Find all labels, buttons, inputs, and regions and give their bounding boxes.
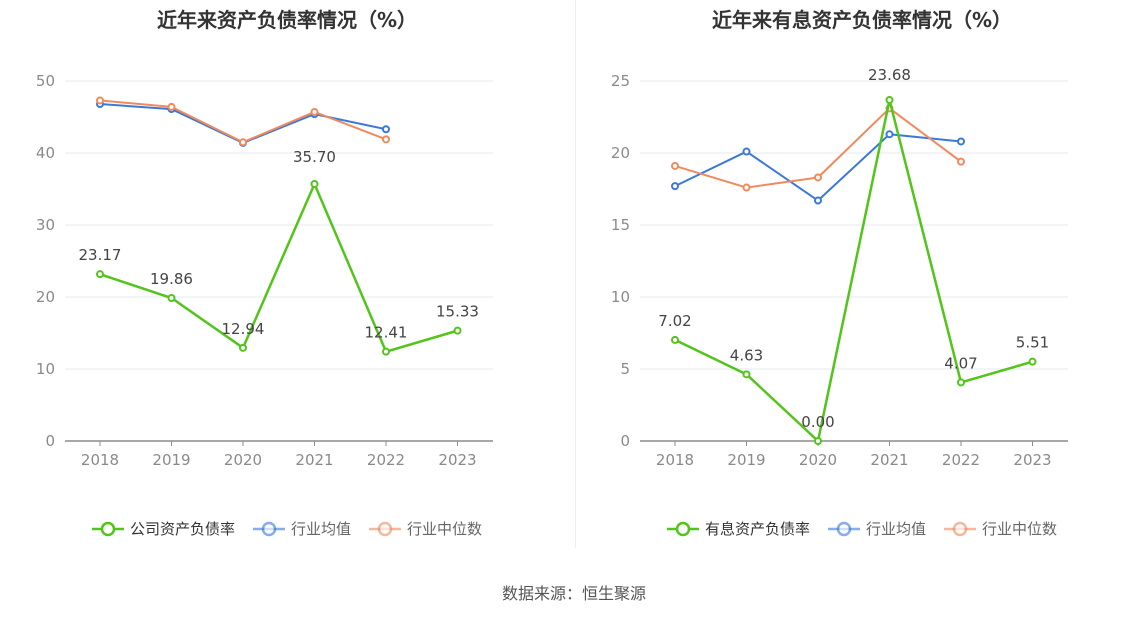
data-point xyxy=(957,137,965,146)
chart-interest-debt-ratio: 0 5 10 15 20 25 2018 2019 2020 2021 2022 2023 7.02 4.… xyxy=(611,66,1068,538)
data-point xyxy=(957,378,965,387)
data-point xyxy=(382,135,390,144)
x-tick-label: 2022 xyxy=(942,451,980,469)
data-point xyxy=(957,157,965,166)
chart-panel-interest-debt-ratio: 近年来有息资产负债率情况（%） 0 5 10 15 20 25 2018 2019 2020 20… xyxy=(575,0,1148,560)
data-point xyxy=(310,107,319,116)
y-tick-label: 10 xyxy=(611,288,630,306)
data-point xyxy=(885,96,894,105)
y-tick-label: 0 xyxy=(45,432,55,450)
y-tick-label: 30 xyxy=(36,216,55,234)
data-point xyxy=(814,196,822,205)
data-label: 0.00 xyxy=(801,413,834,431)
data-point xyxy=(453,326,462,335)
x-tick-label: 2018 xyxy=(656,451,694,469)
y-tick-label: 20 xyxy=(611,144,630,162)
y-tick-label: 40 xyxy=(36,144,55,162)
x-tick-label: 2023 xyxy=(438,451,476,469)
y-tick-label: 25 xyxy=(611,72,630,90)
data-label: 4.63 xyxy=(730,346,763,364)
data-label: 12.94 xyxy=(222,320,265,338)
x-tick-label: 2018 xyxy=(81,451,119,469)
data-label: 23.68 xyxy=(868,66,911,84)
legend-item[interactable]: 公司资产负债率 xyxy=(92,520,235,538)
data-point xyxy=(239,343,247,352)
legend-label: 有息资产负债率 xyxy=(705,520,810,538)
legend-item[interactable]: 行业均值 xyxy=(828,520,926,538)
series-line xyxy=(99,182,458,353)
legend-item[interactable]: 行业均值 xyxy=(253,520,351,538)
data-point xyxy=(310,179,319,188)
data-label: 4.07 xyxy=(944,354,977,372)
y-tick-label: 50 xyxy=(36,72,55,90)
legend-swatch-marker xyxy=(100,521,116,537)
chart-debt-ratio: 0 10 20 30 40 50 2018 2019 2020 2021 2022 2023 23.17… xyxy=(36,72,493,538)
data-point xyxy=(382,347,390,356)
legend-item[interactable]: 有息资产负债率 xyxy=(667,520,810,538)
y-tick-label: 0 xyxy=(620,432,630,450)
series-line xyxy=(674,133,962,202)
legend-swatch-marker xyxy=(675,521,691,537)
y-tick-label: 5 xyxy=(620,360,630,378)
x-tick-label: 2021 xyxy=(870,451,908,469)
legend-label: 行业中位数 xyxy=(982,520,1057,538)
data-point xyxy=(167,294,176,303)
data-label: 15.33 xyxy=(436,303,479,321)
legend-item[interactable]: 行业中位数 xyxy=(944,520,1057,538)
legend-label: 行业中位数 xyxy=(407,520,482,538)
data-point xyxy=(671,335,679,344)
data-point xyxy=(239,138,247,147)
data-point xyxy=(167,102,176,111)
x-tick-label: 2022 xyxy=(367,451,405,469)
legend-label: 公司资产负债率 xyxy=(130,520,235,538)
x-tick-label: 2023 xyxy=(1013,451,1051,469)
x-tick-label: 2020 xyxy=(224,451,262,469)
y-tick-label: 10 xyxy=(36,360,55,378)
legend-swatch-marker xyxy=(377,521,393,537)
data-point xyxy=(96,96,104,105)
data-label: 23.17 xyxy=(79,246,122,264)
data-point xyxy=(671,182,679,191)
chart-panel-debt-ratio: 近年来资产负债率情况（%） 0 10 20 30 40 50 2018 2019 2020 202… xyxy=(0,0,574,560)
data-point xyxy=(742,183,751,192)
data-label: 5.51 xyxy=(1016,334,1049,352)
x-tick-label: 2020 xyxy=(799,451,837,469)
x-tick-label: 2021 xyxy=(295,451,333,469)
y-tick-label: 15 xyxy=(611,216,630,234)
data-point xyxy=(742,147,751,156)
legend-item[interactable]: 行业中位数 xyxy=(369,520,482,538)
chart-title: 近年来有息资产负债率情况（%） xyxy=(711,8,1013,32)
data-label: 19.86 xyxy=(150,270,193,288)
x-tick-label: 2019 xyxy=(727,451,765,469)
y-tick-label: 20 xyxy=(36,288,55,306)
data-label: 35.70 xyxy=(293,148,336,166)
data-point xyxy=(742,370,751,379)
legend-label: 行业均值 xyxy=(866,520,926,538)
data-source: 数据来源：恒生聚源 xyxy=(501,584,646,603)
panel-divider xyxy=(575,0,576,548)
legend-swatch-marker xyxy=(952,521,968,537)
x-tick-label: 2019 xyxy=(152,451,190,469)
chart-title: 近年来资产负债率情况（%） xyxy=(156,8,418,32)
legend-label: 行业均值 xyxy=(291,520,351,538)
data-point xyxy=(885,130,894,139)
legend-swatch-marker xyxy=(261,521,277,537)
data-point xyxy=(1028,357,1037,366)
data-point xyxy=(382,125,390,134)
data-point xyxy=(671,161,679,170)
data-label: 7.02 xyxy=(658,312,691,330)
series-line xyxy=(674,98,1033,443)
data-label: 12.41 xyxy=(365,324,408,342)
data-point xyxy=(814,173,822,182)
data-point xyxy=(814,437,822,445)
data-point xyxy=(96,270,104,279)
legend-swatch-marker xyxy=(836,521,852,537)
